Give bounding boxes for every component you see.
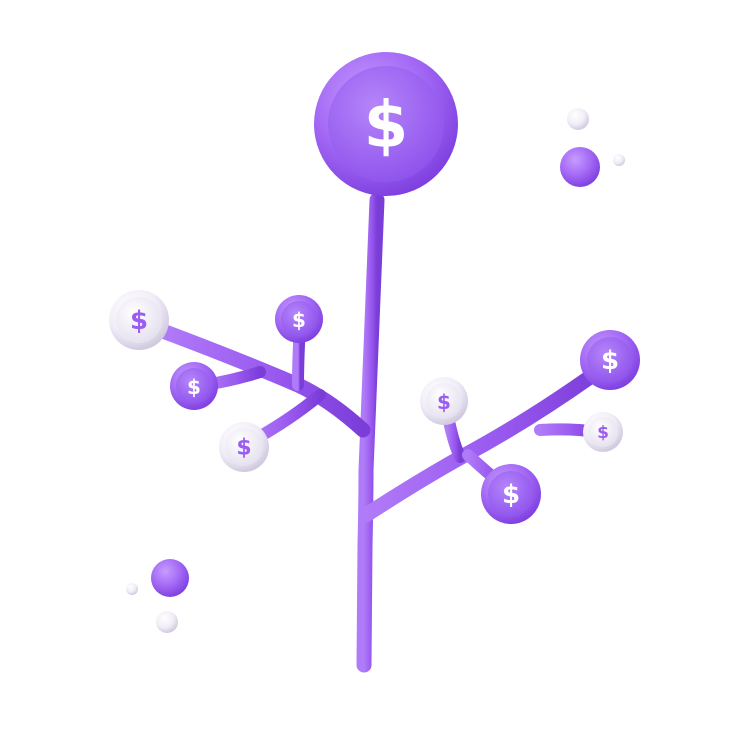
tree-stems — [152, 192, 608, 673]
bubble-dot — [613, 154, 625, 166]
bubble-dot — [126, 583, 138, 595]
bubbles-top-right — [560, 108, 625, 187]
dollar-coin-icon: $ — [170, 362, 218, 410]
dollar-coin-icon: $ — [580, 330, 640, 390]
dollar-coin-icon: $ — [583, 412, 623, 452]
bubbles-bottom-left — [126, 559, 189, 633]
coin-symbol: $ — [292, 308, 306, 332]
left-branch — [152, 322, 371, 438]
bubble-dot — [151, 559, 189, 597]
coin-symbol: $ — [364, 89, 409, 163]
coin-symbol: $ — [502, 480, 520, 510]
coin-symbol: $ — [601, 346, 619, 376]
dollar-coin-icon: $ — [275, 295, 323, 343]
bubble-dot — [156, 611, 178, 633]
coin-symbol: $ — [130, 306, 148, 336]
coin-symbol: $ — [597, 423, 609, 443]
coin-symbol: $ — [236, 436, 251, 461]
dollar-coin-icon: $ — [219, 422, 269, 472]
dollar-coin-icon: $ — [314, 52, 458, 196]
bubble-dot — [560, 147, 600, 187]
bubble-dot — [567, 108, 589, 130]
main-trunk — [356, 192, 385, 673]
dollar-coin-icon: $ — [420, 377, 468, 425]
dollar-coin-icon: $ — [481, 464, 541, 524]
coin-symbol: $ — [437, 390, 451, 414]
dollar-coin-icon: $ — [109, 290, 169, 350]
coin-symbol: $ — [187, 375, 201, 399]
